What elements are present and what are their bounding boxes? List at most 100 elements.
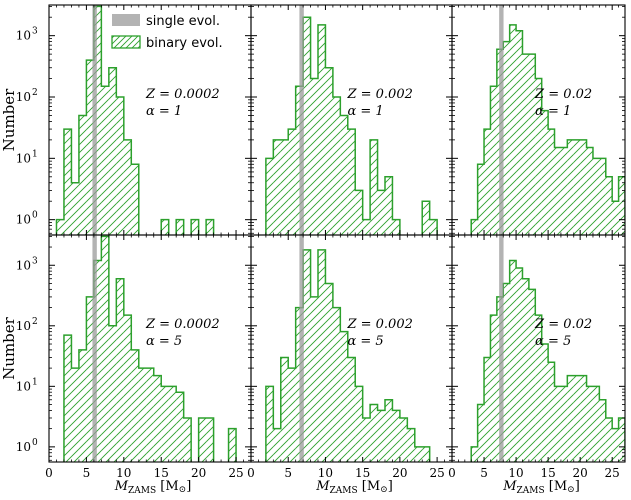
y-tick-label: 10 — [16, 213, 31, 227]
x-tick-label: 15 — [540, 466, 555, 480]
histogram-bar — [71, 368, 79, 462]
x-tick-label: 0 — [448, 466, 456, 480]
histogram-outline — [470, 259, 625, 462]
histogram-bar — [332, 307, 341, 462]
y-tick-label-exponent: 3 — [32, 27, 38, 37]
histogram-bar — [206, 417, 214, 462]
histogram-bar — [605, 417, 613, 462]
histogram-bar — [280, 357, 289, 462]
histogram-bar — [370, 404, 378, 462]
metallicity-annotation: Z = 0.02 — [534, 87, 592, 102]
x-tick-label: 25 — [228, 466, 243, 480]
histogram-bar — [377, 410, 385, 462]
histogram-bar — [618, 176, 625, 235]
histogram-bar — [541, 110, 549, 235]
x-axis-label: MZAMS [M⊙] — [315, 479, 393, 496]
histogram-bar — [414, 446, 423, 462]
metallicity-annotation: Z = 0.02 — [534, 317, 592, 332]
histogram-bar — [599, 158, 606, 235]
histogram-bar — [490, 315, 497, 462]
histogram-bar — [592, 386, 600, 462]
x-axis-label: MZAMS [M⊙] — [114, 479, 192, 496]
histogram-bar — [347, 129, 356, 235]
metallicity-annotation: Z = 0.0002 — [145, 317, 220, 332]
histogram-bar — [399, 417, 408, 462]
legend-swatch-single — [112, 14, 140, 26]
histogram-bar — [612, 201, 619, 235]
legend-swatch-binary — [111, 35, 141, 49]
histogram-bar — [503, 283, 510, 462]
histogram-bar — [63, 335, 72, 462]
histogram-bar — [273, 428, 281, 462]
y-tick-label-exponent: 2 — [32, 317, 38, 327]
x-tick-label: 25 — [429, 466, 444, 480]
histogram-bar — [161, 386, 169, 462]
histogram-bar — [108, 325, 117, 462]
histogram-bar — [471, 446, 478, 462]
histogram-bar — [548, 129, 555, 235]
x-tick-label: 10 — [116, 466, 131, 480]
histogram-bar — [612, 428, 619, 462]
histogram-bar — [377, 190, 385, 235]
histogram-bar — [605, 176, 613, 235]
histogram-bar — [78, 115, 87, 235]
alpha-annotation: α = 1 — [347, 104, 383, 119]
histogram-bar — [228, 428, 237, 462]
histogram-bar — [509, 260, 517, 462]
y-tick-label-exponent: 2 — [32, 88, 38, 98]
histogram-bar — [325, 67, 333, 235]
histogram-bar — [516, 30, 523, 235]
histogram-bar — [101, 86, 109, 235]
metallicity-annotation: Z = 0.002 — [346, 87, 412, 102]
histogram-bar — [560, 147, 568, 235]
histogram-bar — [273, 139, 281, 235]
x-tick-label: 20 — [573, 466, 588, 480]
y-tick-label: 10 — [16, 258, 31, 272]
y-axis-label: Number — [0, 316, 18, 379]
histogram-bar — [138, 368, 147, 462]
histogram-bar — [580, 139, 587, 235]
histogram-bar — [318, 249, 326, 462]
alpha-annotation: α = 1 — [146, 104, 182, 119]
single-evolution-line — [499, 235, 504, 462]
single-evolution-line — [499, 5, 504, 235]
histogram-bar — [295, 307, 304, 462]
histogram-bar — [63, 129, 72, 235]
histogram-bar — [303, 249, 311, 462]
histogram-bar — [573, 375, 581, 462]
histogram-bar — [509, 24, 517, 235]
y-axis-label: Number — [0, 88, 18, 151]
histogram-bar — [586, 147, 593, 235]
histogram-bar — [355, 190, 363, 235]
histogram-bar — [116, 97, 124, 235]
histogram-bar — [146, 368, 154, 462]
histogram-bar — [153, 375, 162, 462]
histogram-bar — [548, 362, 555, 462]
histogram-bar — [168, 386, 177, 462]
x-axis-label: MZAMS [M⊙] — [502, 479, 580, 496]
histogram-bar — [362, 219, 371, 235]
histogram-bar — [422, 446, 430, 462]
histogram-bar — [490, 86, 497, 235]
histogram-bar — [484, 129, 491, 235]
histogram-bar — [86, 296, 94, 462]
histogram-bar — [560, 386, 568, 462]
histogram-bar — [265, 158, 274, 235]
histogram-bar — [370, 139, 378, 235]
histogram-bar — [131, 164, 139, 235]
histogram-bar — [392, 410, 400, 462]
histogram-outline — [470, 24, 625, 235]
histogram-bar — [265, 386, 274, 462]
histogram-bar — [535, 78, 542, 235]
histogram-bar — [340, 331, 348, 462]
alpha-annotation: α = 5 — [347, 334, 383, 349]
histogram-bar — [484, 357, 491, 462]
alpha-annotation: α = 5 — [535, 334, 571, 349]
histogram-bar — [554, 386, 561, 462]
x-tick-label: 5 — [480, 466, 488, 480]
x-tick-label: 15 — [154, 466, 169, 480]
y-tick-label: 10 — [16, 379, 31, 393]
histogram-bar — [586, 386, 593, 462]
